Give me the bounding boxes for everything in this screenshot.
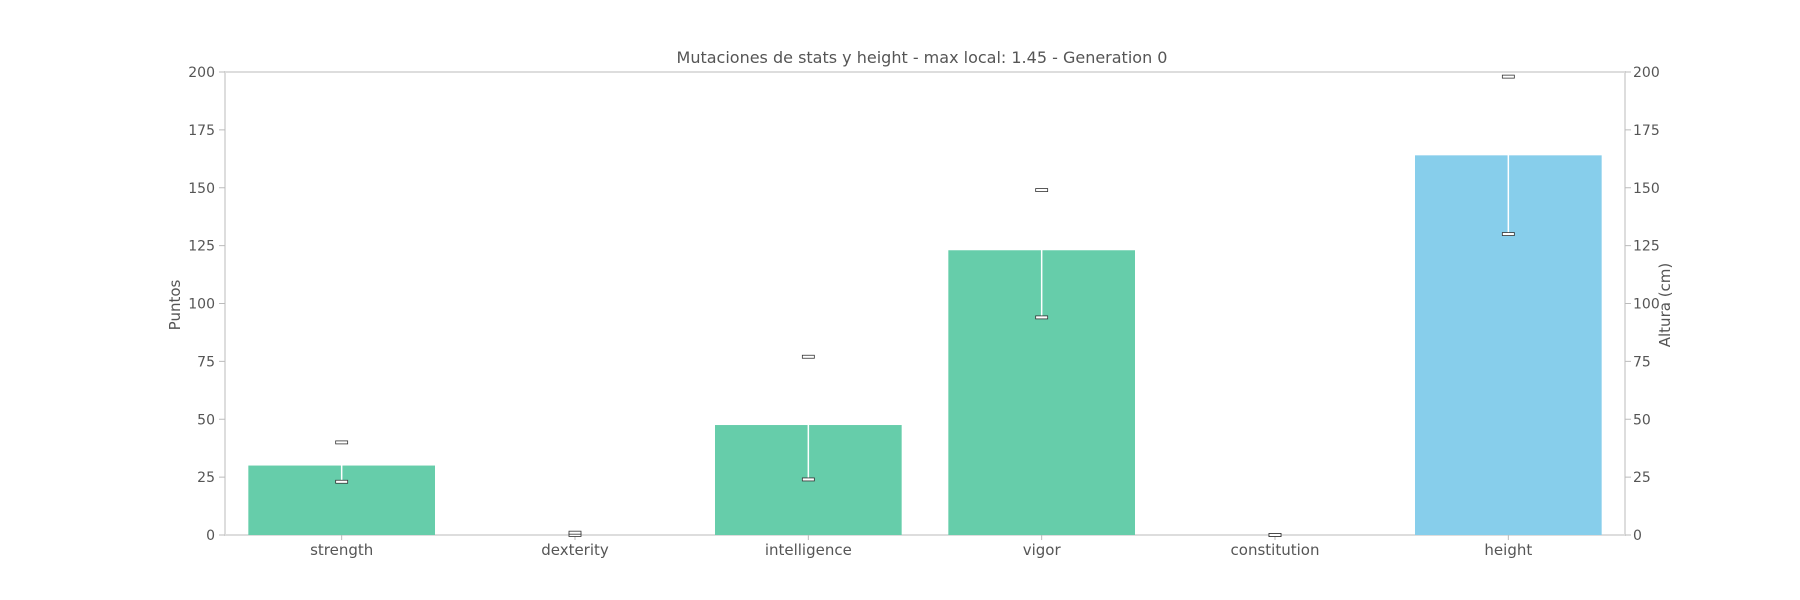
y-tick-label-right: 150 — [1633, 181, 1660, 197]
x-tick-label: dexterity — [541, 541, 609, 559]
x-tick-label: intelligence — [765, 541, 852, 559]
error-cap-high-intelligence — [801, 354, 815, 359]
y-tick-label-right: 75 — [1633, 354, 1651, 370]
y-tick-label-left: 25 — [197, 470, 215, 486]
y-tick-label-left: 75 — [197, 354, 215, 370]
y-axis-label-left: Puntos — [166, 279, 184, 330]
error-cap-high-dexterity — [568, 530, 582, 535]
x-tick-label: constitution — [1231, 541, 1320, 559]
error-cap-high-strength — [335, 440, 349, 445]
x-tick-label: strength — [310, 541, 373, 559]
x-tick-label: height — [1484, 541, 1532, 559]
y-tick-label-right: 100 — [1633, 297, 1660, 313]
error-cap-high-vigor — [1035, 188, 1049, 192]
y-tick-label-right: 50 — [1633, 412, 1651, 428]
error-cap-low-height — [1501, 232, 1515, 236]
y-tick-label-right: 175 — [1633, 123, 1660, 139]
y-tick-label-left: 0 — [206, 528, 215, 544]
y-tick-label-right: 0 — [1633, 528, 1642, 544]
y-tick-label-right: 200 — [1633, 65, 1660, 81]
y-tick-label-left: 150 — [188, 181, 215, 197]
x-tick-label: vigor — [1023, 541, 1062, 559]
y-tick-label-right: 25 — [1633, 470, 1651, 486]
y-tick-label-left: 125 — [188, 239, 215, 255]
y-tick-label-left: 50 — [197, 412, 215, 428]
error-cap-low-vigor — [1035, 315, 1049, 320]
error-cap-high-constitution — [1268, 533, 1282, 537]
chart-title: Mutaciones de stats y height - max local… — [677, 48, 1168, 67]
error-cap-high-height — [1501, 74, 1515, 79]
y-tick-label-right: 125 — [1633, 239, 1660, 255]
y-tick-label-left: 175 — [188, 123, 215, 139]
y-tick-label-left: 200 — [188, 65, 215, 81]
y-tick-label-left: 100 — [188, 297, 215, 313]
y-axis-label-right: Altura (cm) — [1656, 263, 1674, 348]
error-cap-low-strength — [335, 479, 349, 484]
error-cap-low-intelligence — [801, 477, 815, 482]
